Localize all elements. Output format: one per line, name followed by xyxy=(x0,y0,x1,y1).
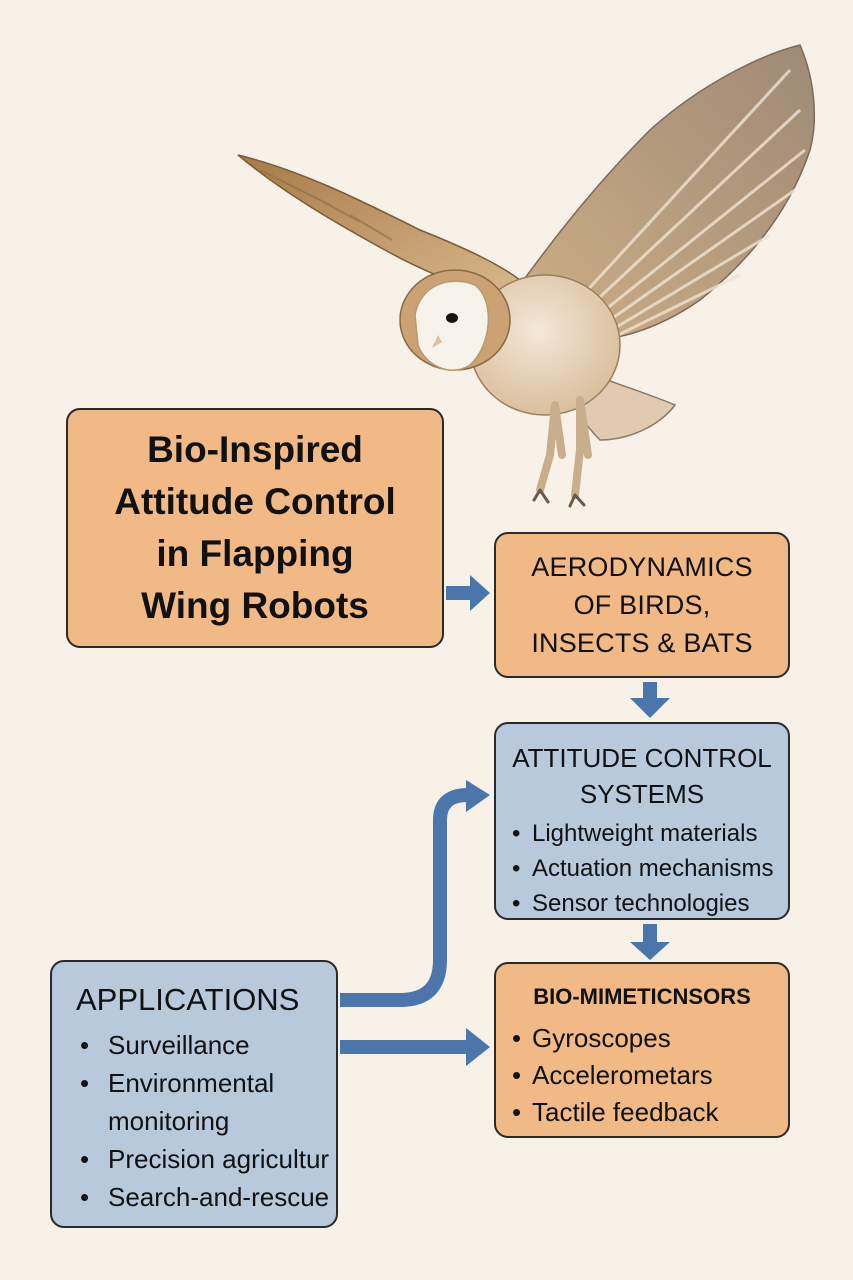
attitude-control-list: Lightweight materials Actuation mechanis… xyxy=(496,816,788,921)
aerodynamics-line: INSECTS & BATS xyxy=(531,628,753,658)
list-item: Actuation mechanisms xyxy=(506,851,788,886)
list-item: Environmental monitoring xyxy=(76,1064,336,1140)
list-item: Precision agricultur xyxy=(76,1140,336,1178)
attitude-control-box: ATTITUDE CONTROL SYSTEMS Lightweight mat… xyxy=(494,722,790,921)
list-item: Surveillance xyxy=(76,1026,336,1064)
list-item: Sensor technologies xyxy=(506,886,788,921)
attitude-title-line: SYSTEMS xyxy=(579,779,705,809)
aerodynamics-line: OF BIRDS, xyxy=(573,590,711,620)
aerodynamics-box: AERODYNAMICS OF BIRDS, INSECTS & BATS xyxy=(494,532,790,678)
title-line: Wing Robots xyxy=(141,585,369,626)
diagram-title: Bio-Inspired Attitude Control in Flappin… xyxy=(114,424,396,632)
title-line: in Flapping xyxy=(156,533,354,574)
title-line: Attitude Control xyxy=(114,481,396,522)
applications-list: Surveillance Environmental monitoring Pr… xyxy=(76,1026,336,1216)
applications-title: APPLICATIONS xyxy=(76,982,300,1017)
bio-mimetic-box: BIO-MIMETICNSORS Gyroscopes Accelerometa… xyxy=(494,962,790,1138)
title-line: Bio-Inspired xyxy=(147,429,363,470)
list-item: Accelerometars xyxy=(506,1057,788,1094)
list-item: Gyroscopes xyxy=(506,1020,788,1057)
barn-owl-icon xyxy=(237,44,816,508)
bio-mimetic-list: Gyroscopes Accelerometars Tactile feedba… xyxy=(496,1020,788,1131)
list-item: Search-and-rescue xyxy=(76,1178,336,1216)
list-item: Lightweight materials xyxy=(506,816,788,851)
bio-mimetic-title: BIO-MIMETICNSORS xyxy=(533,984,751,1009)
attitude-control-title: ATTITUDE CONTROL SYSTEMS xyxy=(496,740,788,812)
aerodynamics-line: AERODYNAMICS xyxy=(531,552,753,582)
applications-box: APPLICATIONS Surveillance Environmental … xyxy=(50,960,338,1228)
attitude-title-line: ATTITUDE CONTROL xyxy=(512,743,772,773)
title-box: Bio-Inspired Attitude Control in Flappin… xyxy=(66,408,444,648)
list-item: Tactile feedback xyxy=(506,1094,788,1131)
